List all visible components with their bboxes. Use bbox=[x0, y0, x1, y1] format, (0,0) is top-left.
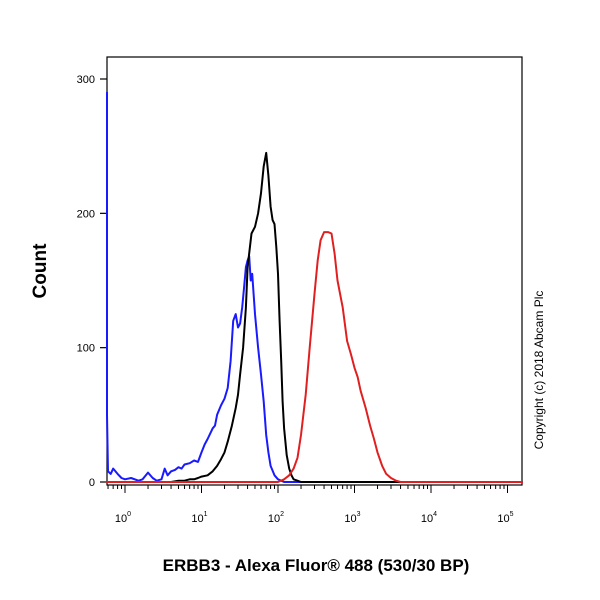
series-line-1 bbox=[106, 91, 523, 483]
x-tick-label: 101 bbox=[191, 511, 207, 525]
y-axis-ticks: 0 100 200 300 bbox=[77, 74, 107, 489]
x-tick-label: 104 bbox=[421, 511, 437, 525]
x-tick-label: 103 bbox=[344, 511, 360, 525]
x-tick-label: 105 bbox=[497, 511, 513, 525]
series-layer bbox=[106, 91, 523, 483]
plot-frame bbox=[106, 56, 523, 486]
series-line-2 bbox=[106, 151, 523, 483]
y-tick-label: 0 bbox=[89, 477, 95, 489]
x-axis-ticks: 100 101 102 103 104 105 bbox=[107, 485, 514, 525]
y-axis-title: Count bbox=[30, 243, 51, 299]
y-tick-label: 200 bbox=[77, 208, 95, 220]
y-tick-label: 300 bbox=[77, 74, 95, 86]
x-tick-label: 100 bbox=[115, 511, 131, 525]
x-axis-title: ERBB3 - Alexa Fluor® 488 (530/30 BP) bbox=[163, 556, 470, 575]
x-tick-label: 102 bbox=[268, 511, 284, 525]
copyright-text: Copyright (c) 2018 Abcam Plc bbox=[532, 291, 546, 450]
y-tick-label: 100 bbox=[77, 343, 95, 355]
series-line-3 bbox=[106, 231, 523, 483]
